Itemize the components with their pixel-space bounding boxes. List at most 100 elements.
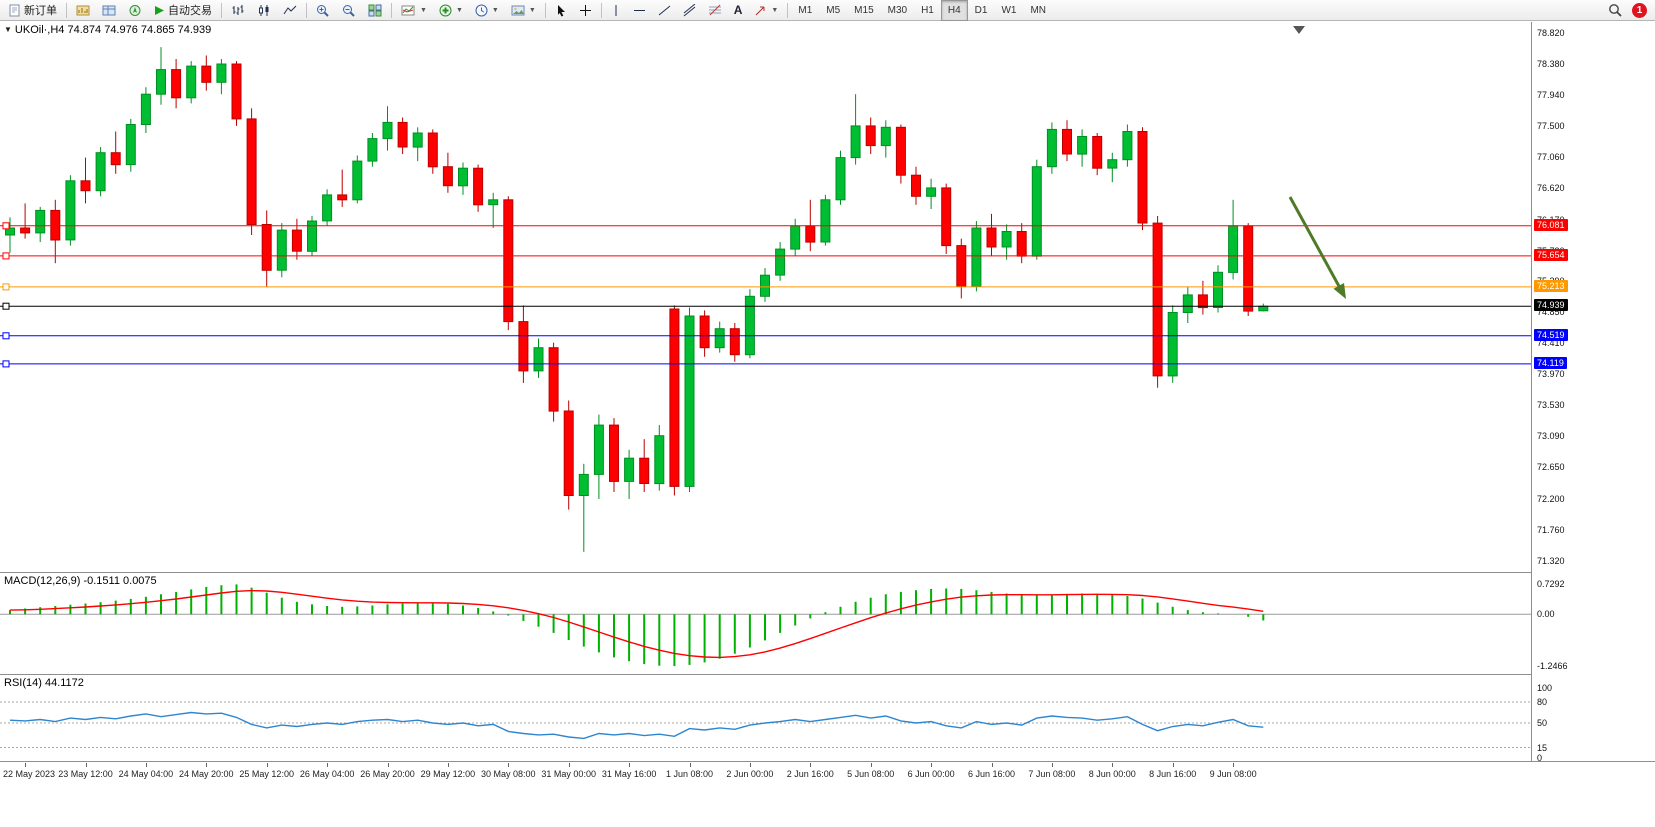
- timeframe-H1[interactable]: H1: [921, 4, 934, 16]
- search-button[interactable]: [1602, 0, 1628, 21]
- toolbar-separator: [544, 2, 546, 18]
- channel-icon: [683, 3, 696, 17]
- toolbar-separator: [787, 2, 789, 18]
- price-tick-label: 78.820: [1537, 27, 1565, 38]
- chevron-down-icon: ▼: [491, 6, 499, 14]
- timeframe-W1[interactable]: W1: [1001, 4, 1017, 16]
- rsi-indicator-pane[interactable]: RSI(14) 44.1172: [0, 675, 1531, 760]
- text-tool[interactable]: A: [728, 0, 749, 21]
- vertical-line-tool[interactable]: [605, 0, 627, 21]
- trendline-icon: [658, 4, 671, 17]
- timeframe-M15[interactable]: M15: [854, 4, 874, 16]
- main-chart-pane[interactable]: ▼ UKOil·,H4 74.874 74.976 74.865 74.939: [0, 22, 1531, 572]
- rsi-chart: [0, 701, 1531, 748]
- macd-indicator-pane[interactable]: MACD(12,26,9) -0.1511 0.0075: [0, 573, 1531, 674]
- time-tick: [568, 763, 570, 767]
- rsi-scale-label: 50: [1537, 718, 1548, 728]
- price-tick-label: 71.320: [1537, 555, 1565, 566]
- pane-splitter[interactable]: [0, 674, 1655, 675]
- chevron-down-icon: ▼: [771, 6, 779, 14]
- chart-symbol-period: UKOil·,H4: [14, 24, 65, 36]
- time-label: 26 May 20:00: [360, 769, 415, 779]
- market-watch-button[interactable]: [70, 0, 96, 21]
- time-label: 30 May 08:00: [481, 769, 536, 779]
- price-axis[interactable]: 78.82078.38077.94077.50077.06076.62076.1…: [1531, 22, 1655, 763]
- search-icon: [1608, 3, 1622, 17]
- time-tick: [1233, 763, 1235, 767]
- rsi-scale-label: 80: [1537, 697, 1548, 707]
- zoom-in-button[interactable]: [310, 0, 336, 21]
- cursor-tool-button[interactable]: [549, 0, 573, 21]
- time-label: 6 Jun 16:00: [967, 769, 1016, 779]
- price-tick-label: 77.060: [1537, 151, 1565, 162]
- time-tick: [447, 763, 449, 767]
- market-watch-icon: [76, 4, 90, 17]
- indicators-button[interactable]: ▼: [395, 0, 433, 21]
- indicators-icon: [401, 4, 416, 17]
- timeframe-H4[interactable]: H4: [940, 0, 968, 21]
- chevron-down-icon: ▼: [420, 6, 427, 14]
- crosshair-tool-button[interactable]: [573, 0, 598, 21]
- timeframe-M5[interactable]: M5: [826, 4, 841, 16]
- candlestick-chart[interactable]: [0, 22, 1531, 572]
- time-label: 25 May 12:00: [239, 769, 294, 779]
- new-order-button[interactable]: 新订单: [2, 0, 63, 21]
- time-label: 6 Jun 00:00: [907, 769, 955, 779]
- time-label: 31 May 00:00: [541, 769, 596, 779]
- arrows-icon: [754, 4, 767, 17]
- template-image-icon: [511, 4, 525, 17]
- data-window-icon: [102, 4, 116, 17]
- horizontal-line-tool[interactable]: [627, 0, 652, 21]
- data-window-button[interactable]: [96, 0, 122, 21]
- pane-splitter[interactable]: [0, 572, 1655, 573]
- timeframe-M30[interactable]: M30: [887, 4, 908, 16]
- macd-label: MACD(12,26,9) -0.1511 0.0075: [4, 575, 157, 587]
- line-price-label: 74.519: [1534, 328, 1568, 341]
- timeframe-MN[interactable]: MN: [1030, 4, 1047, 16]
- bar-chart-mode-button[interactable]: [225, 0, 251, 21]
- chart-shift-marker[interactable]: [1293, 26, 1305, 34]
- price-tick-label: 77.940: [1537, 89, 1565, 100]
- chevron-down-icon: ▼: [528, 6, 536, 14]
- arrows-tool[interactable]: ▼: [748, 0, 784, 21]
- time-tick: [810, 763, 812, 767]
- chart-workspace: ▼ UKOil·,H4 74.874 74.976 74.865 74.939 M…: [0, 22, 1655, 827]
- auto-trading-label: 自动交易: [168, 5, 212, 17]
- templates-button[interactable]: ▼: [505, 0, 542, 21]
- price-tick-label: 73.530: [1537, 400, 1565, 411]
- navigator-button[interactable]: [122, 0, 148, 21]
- rsi-scale-label: 0: [1537, 753, 1543, 763]
- line-chart-mode-button[interactable]: [277, 0, 303, 21]
- toolbar-separator: [306, 2, 307, 18]
- chart-title: ▼ UKOil·,H4 74.874 74.976 74.865 74.939: [4, 24, 211, 36]
- auto-trading-button[interactable]: 自动交易: [148, 0, 218, 21]
- add-indicator-button[interactable]: ▼: [433, 0, 469, 21]
- navigator-icon: [128, 4, 142, 17]
- periods-button[interactable]: ▼: [469, 0, 505, 21]
- time-axis[interactable]: 22 May 2023 23 May 12:00 24 May 04:00 24 Ma…: [0, 761, 1655, 784]
- cursor-icon: [555, 4, 567, 17]
- price-tick-label: 78.380: [1537, 58, 1565, 69]
- tile-windows-button[interactable]: [362, 0, 388, 21]
- notification-badge[interactable]: 1: [1632, 2, 1647, 18]
- trendline-tool[interactable]: [652, 0, 677, 21]
- time-tick: [1172, 763, 1174, 767]
- timeframe-M1[interactable]: M1: [798, 4, 813, 16]
- time-tick: [1112, 763, 1114, 767]
- time-label: 2 Jun 00:00: [726, 769, 774, 779]
- toolbar: 新订单 自动交易: [0, 0, 1655, 21]
- fibonacci-tool[interactable]: [702, 0, 728, 21]
- zoom-out-button[interactable]: [336, 0, 362, 21]
- macd-scale-min: -1.2466: [1537, 661, 1568, 671]
- time-tick: [387, 763, 389, 767]
- time-tick: [145, 763, 147, 767]
- channel-tool[interactable]: [677, 0, 702, 21]
- price-tick-label: 76.620: [1537, 182, 1565, 193]
- timeframe-D1[interactable]: D1: [974, 4, 988, 16]
- time-tick: [25, 763, 27, 767]
- tile-windows-icon: [368, 4, 382, 17]
- candlestick-mode-button[interactable]: [251, 0, 277, 21]
- chart-dropdown-icon: ▼: [4, 25, 12, 34]
- chart-ohlc-quote: 74.874 74.976 74.865 74.939: [67, 24, 212, 36]
